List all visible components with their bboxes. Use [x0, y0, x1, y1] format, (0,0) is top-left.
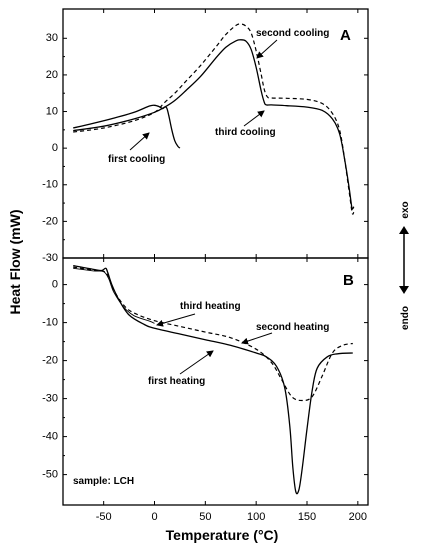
arrow-second-cooling: [256, 39, 278, 59]
exo-label: exo: [400, 201, 411, 218]
panel-b-tag: B: [343, 272, 354, 289]
arrow-second-heating: [241, 332, 273, 345]
panel-b-frame: [62, 257, 369, 506]
panel-a-y-tick-label: -30: [42, 252, 58, 264]
curve-second-heating: [73, 266, 353, 402]
x-tick-label: 100: [247, 511, 265, 523]
exo-endo-indicator: exo endo: [399, 201, 411, 330]
annotation-first-cooling: first cooling: [108, 154, 165, 165]
panel-a-y-tick-label: 30: [46, 32, 58, 44]
endo-label: endo: [400, 306, 411, 330]
x-tick-label: 200: [349, 511, 367, 523]
sample-label: sample: LCH: [73, 476, 134, 487]
panel-b-y-tick-label: -40: [42, 431, 58, 443]
annotation-third-heating: third heating: [180, 301, 241, 312]
panel-b-y-tick-label: 0: [52, 279, 58, 291]
panel-a-y-tick-label: -20: [42, 215, 58, 227]
arrow-third-cooling: [243, 110, 265, 127]
exo-arrow-head: [399, 226, 409, 234]
panel-b-y-tick-label: -10: [42, 317, 58, 329]
panel-a-tag: A: [340, 27, 351, 44]
panel-b-y-tick-label: -20: [42, 355, 58, 367]
x-tick-label: -50: [96, 511, 112, 523]
x-axis-ticks: -50 0 50 100 150 200: [96, 511, 367, 523]
annotation-third-cooling: third cooling: [215, 127, 276, 138]
panel-b-y-ticks: -50 -40 -30 -20 -10 0: [42, 258, 368, 505]
curve-third-heating: [73, 267, 155, 324]
curve-second-cooling: [73, 23, 355, 215]
arrow-third-heating: [156, 313, 196, 327]
x-tick-label: 50: [199, 511, 211, 523]
annotation-second-cooling: second cooling: [256, 28, 329, 39]
panel-b: -50 -40 -30 -20 -10 0 B third heating second …: [42, 257, 369, 506]
arrow-first-heating: [179, 350, 214, 375]
x-tick-label: 0: [151, 511, 157, 523]
panel-b-y-tick-label: -30: [42, 393, 58, 405]
panel-a: -30 -20 -10 0 10 20 30 A second cooling third …: [42, 8, 369, 264]
y-axis-title: Heat Flow (mW): [7, 210, 23, 315]
panel-a-y-ticks: -30 -20 -10 0 10 20 30: [42, 9, 368, 264]
x-tick-label: 150: [298, 511, 316, 523]
panel-b-curves: [73, 264, 353, 495]
panel-a-y-tick-label: 10: [46, 105, 58, 117]
curve-first-heating: [73, 264, 353, 495]
panel-a-y-tick-label: -10: [42, 179, 58, 191]
curve-first-cooling: [73, 104, 181, 149]
annotation-first-heating: first heating: [148, 376, 205, 387]
panel-a-y-tick-label: 20: [46, 69, 58, 81]
panel-b-y-tick-label: -50: [42, 469, 58, 481]
curve-third-cooling: [73, 39, 355, 210]
panel-a-curves: [73, 23, 355, 215]
panel-a-y-tick-label: 0: [52, 142, 58, 154]
annotation-second-heating: second heating: [256, 322, 329, 333]
endo-arrow-head: [399, 286, 409, 294]
x-axis-title: Temperature (°C): [166, 527, 279, 543]
arrow-first-cooling: [129, 132, 150, 151]
